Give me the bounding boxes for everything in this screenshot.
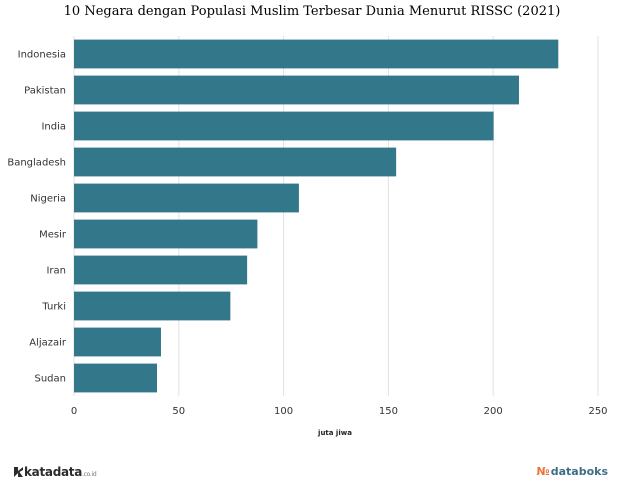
category-label: Bangladesh	[7, 158, 66, 169]
bar-mesir	[74, 219, 258, 249]
category-label: Aljazair	[29, 338, 67, 349]
bar-turki	[74, 291, 231, 321]
category-label: Nigeria	[30, 194, 66, 205]
databoks-wordmark: databoks	[550, 465, 608, 478]
category-label: Turki	[41, 302, 66, 313]
bar-aljazair	[74, 327, 161, 357]
x-tick-label: 50	[172, 406, 185, 417]
category-label: Sudan	[35, 374, 67, 385]
katadata-domain: .co.id	[82, 471, 97, 478]
x-tick-label: 200	[484, 406, 503, 417]
x-tick-label: 0	[71, 406, 77, 417]
bar-layer	[74, 39, 559, 393]
x-tick-label: 150	[379, 406, 398, 417]
category-label: Pakistan	[24, 86, 66, 97]
category-labels: Indonesia Pakistan India Bangladesh Nigeria M…	[7, 50, 67, 385]
bar-sudan	[74, 363, 158, 393]
category-label: Mesir	[39, 230, 67, 241]
katadata-k-icon	[14, 467, 23, 477]
x-tick-label: 100	[274, 406, 293, 417]
category-label: India	[41, 122, 66, 133]
category-label: Indonesia	[18, 50, 66, 61]
x-tick-labels: 0 50 100 150 200 250	[71, 406, 608, 417]
katadata-wordmark: katadata	[24, 465, 83, 479]
bar-bangladesh	[74, 147, 397, 177]
bar-nigeria	[74, 183, 299, 213]
bar-indonesia	[74, 39, 559, 69]
x-axis-title: juta jiwa	[317, 429, 352, 437]
x-tick-label: 250	[588, 406, 607, 417]
bar-iran	[74, 255, 248, 285]
databoks-logo: №databoks	[536, 465, 608, 478]
bar-india	[74, 111, 494, 141]
katadata-logo: katadata.co.id	[14, 465, 97, 479]
category-label: Iran	[46, 266, 66, 277]
chart-title: 10 Negara dengan Populasi Muslim Terbesa…	[63, 4, 561, 19]
bar-pakistan	[74, 75, 519, 105]
databoks-chart-icon: №	[536, 465, 550, 478]
